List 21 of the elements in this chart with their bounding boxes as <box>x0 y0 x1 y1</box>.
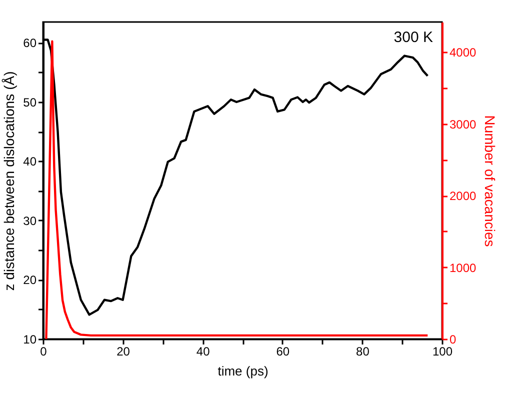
y2-axis-title: Number of vacancies <box>482 115 498 247</box>
x-tick-label: 20 <box>116 344 130 358</box>
annotation: 300 K <box>394 29 433 46</box>
y-tick-label: 10 <box>23 332 37 346</box>
y-tick-label: 60 <box>23 36 37 50</box>
x-tick-label: 40 <box>196 344 210 358</box>
x-tick-label: 0 <box>40 344 48 358</box>
y2-tick-label: 2000 <box>450 189 477 204</box>
y-axis-title: z distance between dislocations (Å) <box>1 71 18 291</box>
y2-tick-label: 0 <box>450 332 456 346</box>
x-tick-label: 100 <box>432 344 453 358</box>
y-tick-label: 20 <box>23 273 37 288</box>
y2-tick-label: 1000 <box>450 260 477 275</box>
x-tick-label: 60 <box>276 344 290 358</box>
x-tick-label: 80 <box>356 344 370 358</box>
y2-tick-label: 3000 <box>450 117 477 132</box>
y-tick-label: 50 <box>23 95 37 110</box>
y2-tick-label: 4000 <box>450 46 477 60</box>
x-axis-title: time (ps) <box>218 364 268 378</box>
y-tick-label: 40 <box>23 154 37 169</box>
y-tick-label: 30 <box>23 214 37 228</box>
